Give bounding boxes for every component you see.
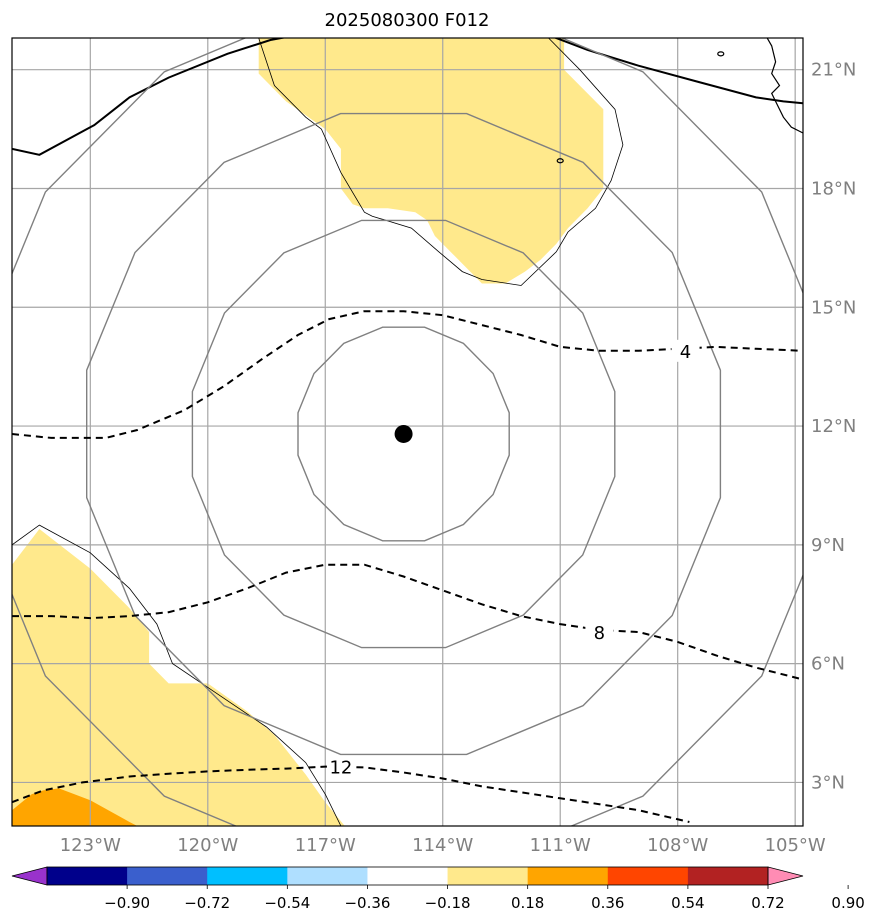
land-coastline bbox=[766, 38, 803, 134]
colorbar-extend-max bbox=[767, 866, 804, 886]
colorbar-segment bbox=[367, 867, 449, 885]
colorbar-segment bbox=[207, 867, 288, 885]
range-ring bbox=[191, 219, 616, 649]
island bbox=[556, 158, 564, 164]
coastline-bold bbox=[553, 38, 803, 105]
colorbar-segment bbox=[447, 867, 529, 885]
contour-label: 4 bbox=[680, 342, 691, 363]
colorbar-segment bbox=[607, 867, 689, 885]
contour-label-bg bbox=[326, 755, 355, 778]
colorbar-tick-label: 0.54 bbox=[671, 894, 704, 912]
shaded-region-1 bbox=[258, 38, 604, 284]
range-ring bbox=[85, 112, 722, 756]
colorbar-ticks: −0.90 −0.72 −0.54 −0.36 −0.18 0.18 0.36 0.54 0.7… bbox=[104, 885, 865, 912]
colorbar-tick-label: −0.90 bbox=[104, 894, 150, 912]
x-tick-label: 114°W bbox=[412, 835, 473, 856]
colorbar-segment bbox=[127, 867, 208, 885]
contour-label: 12 bbox=[329, 758, 352, 779]
gridlines bbox=[12, 38, 803, 826]
colorbar-tick-label: 0.36 bbox=[591, 894, 624, 912]
range-ring bbox=[297, 326, 510, 542]
colorbar-segment bbox=[687, 867, 769, 885]
contour-label: 8 bbox=[594, 623, 605, 644]
contour-line bbox=[12, 563, 803, 681]
shaded-region-3 bbox=[12, 788, 138, 826]
y-tick-label: 21°N bbox=[811, 60, 856, 81]
shaded-region-2 bbox=[12, 529, 345, 826]
contour-label-bg bbox=[671, 339, 700, 362]
shading-layer bbox=[12, 38, 604, 826]
colorbar-tick-label: −0.18 bbox=[425, 894, 471, 912]
range-ring bbox=[12, 38, 803, 826]
dashed-contours: 4 8 12 bbox=[12, 310, 803, 823]
coastline bbox=[12, 524, 342, 826]
plot-frame bbox=[11, 37, 804, 827]
x-tick-label: 120°W bbox=[177, 835, 238, 856]
colorbar-extend-min bbox=[11, 866, 48, 886]
y-tick-label: 18°N bbox=[811, 178, 856, 199]
y-tick-label: 12°N bbox=[811, 416, 856, 437]
colorbar-outline bbox=[46, 866, 769, 886]
colorbar-tick-label: −0.36 bbox=[344, 894, 390, 912]
map-title: 2025080300 F012 bbox=[325, 10, 490, 31]
x-tick-label: 123°W bbox=[60, 835, 121, 856]
y-tick-label: 15°N bbox=[811, 297, 856, 318]
range-rings bbox=[12, 38, 803, 826]
x-tick-label: 117°W bbox=[295, 835, 356, 856]
colorbar-tick-label: 0.90 bbox=[831, 894, 864, 912]
x-tick-label: 108°W bbox=[647, 835, 708, 856]
y-tick-label: 3°N bbox=[811, 772, 845, 793]
plot-area: 4 8 12 bbox=[12, 38, 803, 826]
colorbar-segment bbox=[287, 867, 368, 885]
colorbar-tick-label: 0.18 bbox=[511, 894, 544, 912]
y-tick-label: 9°N bbox=[811, 535, 845, 556]
contour-label-bg bbox=[585, 620, 614, 643]
colorbar-tick-label: −0.72 bbox=[184, 894, 230, 912]
contour-line bbox=[12, 310, 803, 439]
x-axis-ticks: 123°W 120°W 117°W 114°W 111°W 108°W 105°W bbox=[60, 835, 826, 856]
colorbar-segment bbox=[47, 867, 128, 885]
y-tick-label: 6°N bbox=[811, 654, 845, 675]
y-axis-ticks: 3°N 6°N 9°N 12°N 15°N 18°N 21°N bbox=[811, 60, 856, 794]
colorbar bbox=[11, 866, 804, 886]
colorbar-tick-label: −0.54 bbox=[264, 894, 310, 912]
colorbar-tick-label: 0.72 bbox=[751, 894, 784, 912]
coastline bbox=[258, 38, 624, 286]
storm-center-marker bbox=[394, 424, 413, 443]
colorbar-segment bbox=[527, 867, 609, 885]
x-tick-label: 111°W bbox=[530, 835, 591, 856]
island bbox=[717, 51, 725, 57]
x-tick-label: 105°W bbox=[765, 835, 826, 856]
